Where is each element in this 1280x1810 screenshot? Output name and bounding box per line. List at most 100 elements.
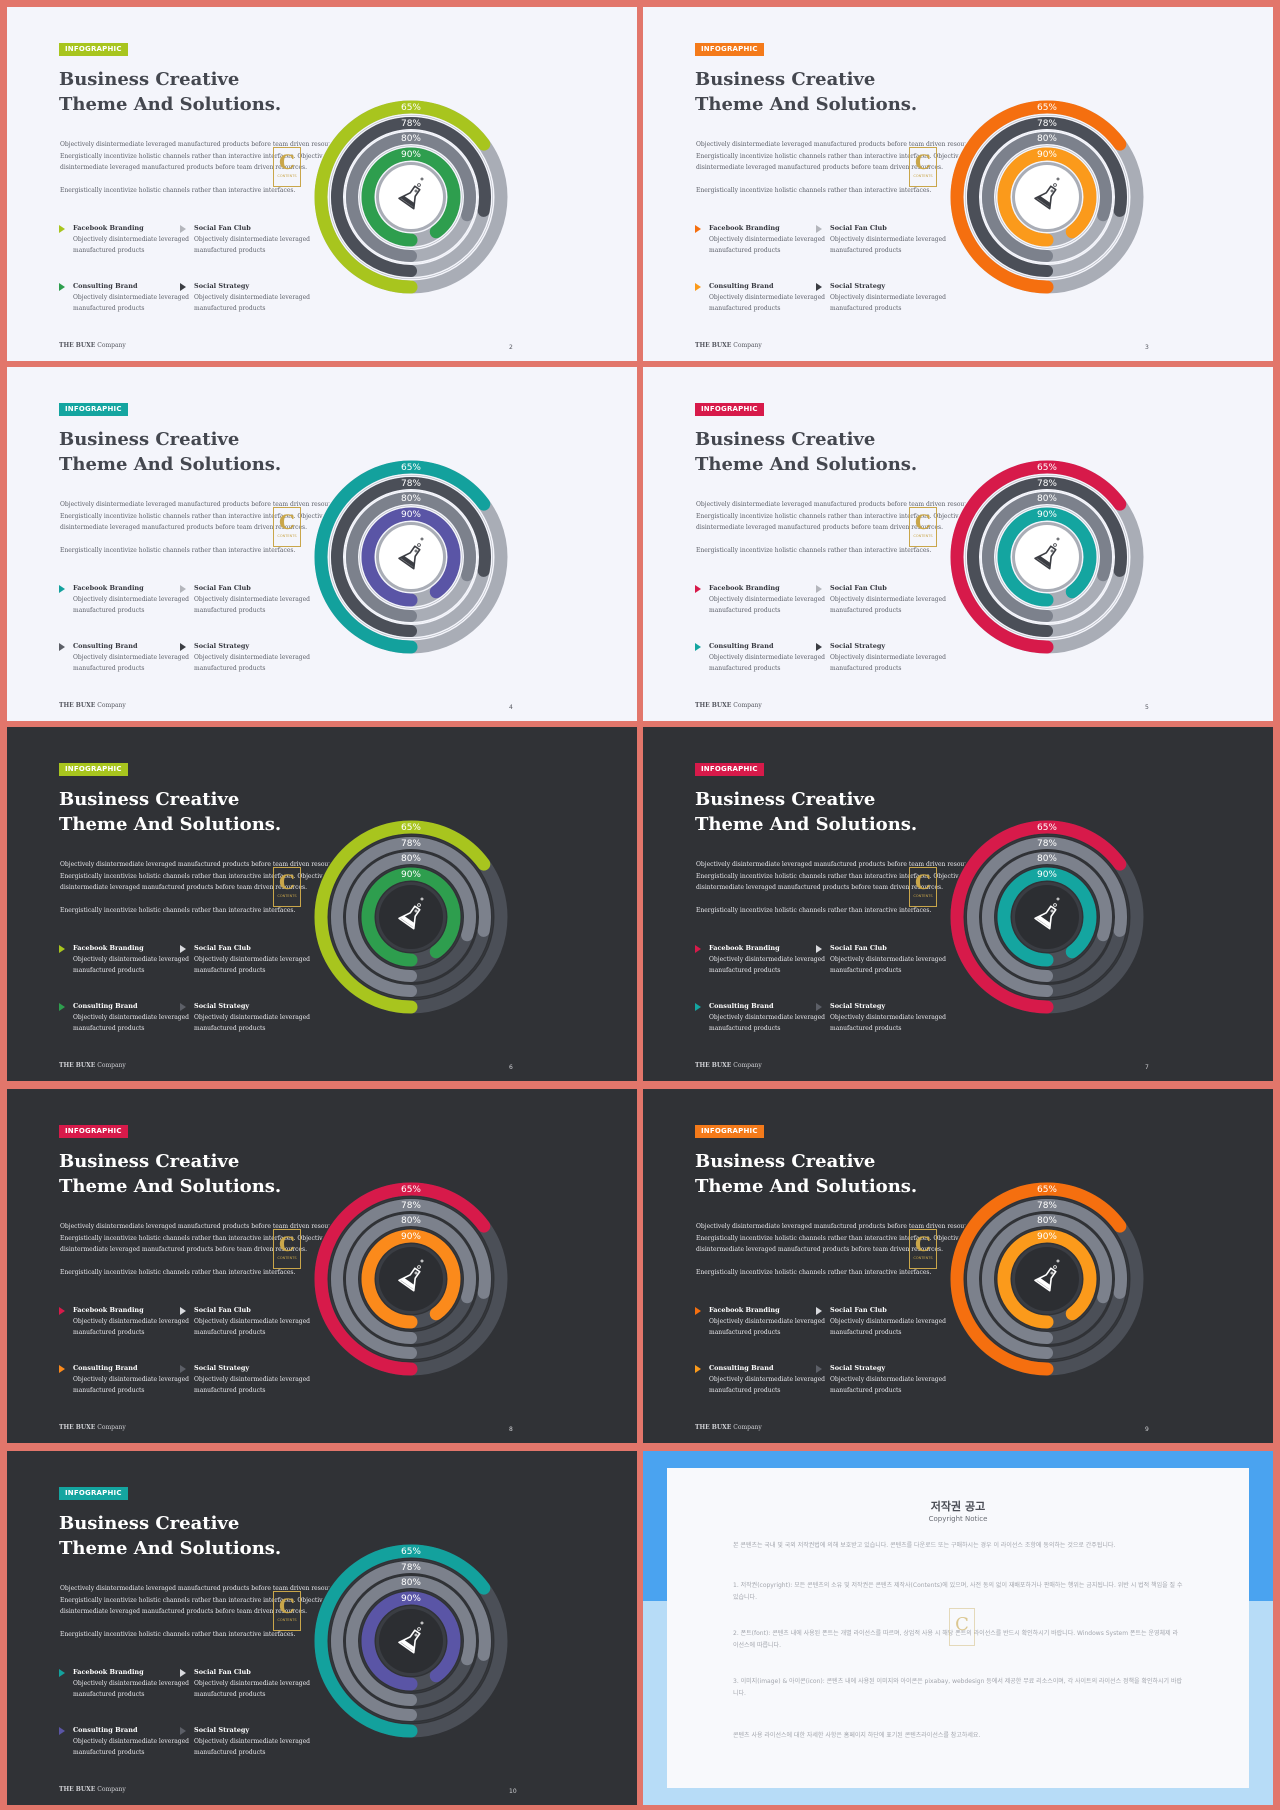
feature-description: Objectively disintermediate leveraged ma… bbox=[709, 955, 825, 976]
slide-3[interactable]: INFOGRAPHIC Business Creative Theme And … bbox=[7, 367, 637, 721]
slide-6[interactable]: INFOGRAPHIC Business Creative Theme And … bbox=[643, 727, 1273, 1081]
play-arrow-icon bbox=[695, 1003, 701, 1011]
ring-arc-65% bbox=[950, 820, 1127, 1014]
feature-title: Consulting Brand bbox=[709, 1364, 774, 1372]
slide-title: Business Creative Theme And Solutions. bbox=[59, 1149, 339, 1199]
title-line-2: Theme And Solutions. bbox=[695, 454, 918, 475]
footer-brand: THE BUXE Company bbox=[695, 1062, 762, 1069]
feature-desc-line: Objectively disintermediate leveraged bbox=[73, 654, 190, 661]
slide-5[interactable]: INFOGRAPHIC Business Creative Theme And … bbox=[7, 727, 637, 1081]
logo-text: CONTENTS bbox=[913, 534, 933, 538]
feature-title: Facebook Branding bbox=[73, 1306, 144, 1314]
body-paragraph-2: Energistically incentivize holistic chan… bbox=[60, 547, 296, 554]
ring-center bbox=[379, 1609, 443, 1673]
infographic-tag: INFOGRAPHIC bbox=[695, 403, 764, 416]
slide-4[interactable]: INFOGRAPHIC Business Creative Theme And … bbox=[643, 367, 1273, 721]
ring-label: 78% bbox=[401, 479, 421, 489]
footer-brand-rest: Company bbox=[95, 1786, 126, 1793]
bubble-icon bbox=[1050, 189, 1054, 193]
feature-desc-line: manufactured products bbox=[194, 1748, 266, 1756]
play-arrow-icon bbox=[59, 225, 65, 233]
feature-description: Objectively disintermediate leveraged ma… bbox=[73, 1375, 189, 1396]
feature-title: Social Strategy bbox=[830, 1364, 886, 1372]
footer-brand: THE BUXE Company bbox=[695, 342, 762, 349]
ring-label: 80% bbox=[401, 134, 421, 144]
para-line: Energistically incentivize holistic chan… bbox=[60, 152, 332, 160]
slide-1[interactable]: INFOGRAPHIC Business Creative Theme And … bbox=[7, 7, 637, 361]
feature-description: Objectively disintermediate leveraged ma… bbox=[73, 1679, 189, 1700]
ring-label: 65% bbox=[1037, 1185, 1057, 1195]
page-number: 9 bbox=[1145, 1426, 1149, 1433]
play-arrow-icon bbox=[816, 643, 822, 651]
feature-desc-line: manufactured products bbox=[709, 304, 781, 312]
slide-7[interactable]: INFOGRAPHIC Business Creative Theme And … bbox=[7, 1089, 637, 1443]
ring-label: 78% bbox=[1037, 1201, 1057, 1211]
ring-arc-90% bbox=[361, 147, 461, 247]
slide-8[interactable]: INFOGRAPHIC Business Creative Theme And … bbox=[643, 1089, 1273, 1443]
ring-arc-80% bbox=[346, 852, 476, 982]
play-arrow-icon bbox=[59, 945, 65, 953]
feature-description: Objectively disintermediate leveraged ma… bbox=[709, 1013, 825, 1034]
notice-title: 저작권 공고 bbox=[930, 1500, 986, 1513]
title-line-1: Business Creative bbox=[695, 69, 876, 90]
title-line-2: Theme And Solutions. bbox=[695, 94, 918, 115]
ring-arc-90% bbox=[361, 867, 461, 967]
para-line: disintermediate leveraged manufactured p… bbox=[60, 1246, 308, 1253]
para-line: Energistically incentivize holistic chan… bbox=[60, 872, 332, 880]
play-arrow-icon bbox=[695, 225, 701, 233]
flask-icon bbox=[1034, 905, 1057, 930]
footer-brand: THE BUXE Company bbox=[59, 702, 126, 709]
footer-brand-bold: THE BUXE bbox=[695, 342, 732, 349]
play-arrow-icon bbox=[59, 1365, 65, 1373]
para-line: disintermediate leveraged manufactured p… bbox=[696, 524, 944, 531]
ring-chart: 65% 78% 80% 90% bbox=[949, 459, 1145, 655]
ring-label: 65% bbox=[1037, 103, 1057, 113]
logo-text: CONTENTS bbox=[277, 174, 297, 178]
play-arrow-icon bbox=[695, 945, 701, 953]
feature-desc-line: manufactured products bbox=[73, 1748, 145, 1756]
ring-label: 78% bbox=[401, 1201, 421, 1211]
feature-desc-line: manufactured products bbox=[194, 1024, 266, 1032]
ring-arc-65% bbox=[314, 100, 491, 294]
notice-sheet: 저작권 공고 Copyright Notice 본 콘텐츠는 국내 및 국외 저… bbox=[667, 1468, 1249, 1788]
ring-center bbox=[1015, 165, 1079, 229]
feature-desc-line: manufactured products bbox=[73, 1386, 145, 1394]
copyright-notice-slide[interactable]: 저작권 공고 Copyright Notice 본 콘텐츠는 국내 및 국외 저… bbox=[643, 1451, 1273, 1805]
feature-desc-line: manufactured products bbox=[73, 1328, 145, 1336]
feature-desc-line: Objectively disintermediate leveraged bbox=[73, 1014, 190, 1021]
logo-text: CONTENTS bbox=[277, 534, 297, 538]
feature-description: Objectively disintermediate leveraged ma… bbox=[194, 653, 310, 674]
play-arrow-icon bbox=[59, 1003, 65, 1011]
body-paragraph-2: Energistically incentivize holistic chan… bbox=[60, 1631, 296, 1638]
body-paragraph-2: Energistically incentivize holistic chan… bbox=[696, 907, 932, 914]
logo-text: CONTENTS bbox=[277, 1618, 297, 1622]
bubble-icon bbox=[417, 183, 421, 187]
feature-desc-line: manufactured products bbox=[830, 1386, 902, 1394]
ring-label: 90% bbox=[1037, 870, 1057, 880]
ring-arc-78% bbox=[331, 117, 491, 277]
footer-brand-rest: Company bbox=[95, 342, 126, 349]
feature-title: Social Strategy bbox=[194, 282, 250, 290]
feature-desc-line: manufactured products bbox=[709, 1024, 781, 1032]
flask-icon bbox=[1034, 185, 1057, 210]
feature-title: Social Strategy bbox=[194, 1726, 250, 1734]
ring-chart: 65% 78% 80% 90% bbox=[313, 99, 509, 295]
ring-chart: 65% 78% 80% 90% bbox=[949, 99, 1145, 295]
play-arrow-icon bbox=[180, 945, 186, 953]
bubble-icon bbox=[420, 897, 424, 901]
para-line: disintermediate leveraged manufactured p… bbox=[696, 164, 944, 171]
page-number: 8 bbox=[509, 1426, 513, 1433]
feature-description: Objectively disintermediate leveraged ma… bbox=[73, 1737, 189, 1758]
feature-desc-line: Objectively disintermediate leveraged bbox=[73, 596, 190, 603]
contents-logo: C CONTENTS bbox=[909, 507, 937, 547]
slide-9[interactable]: INFOGRAPHIC Business Creative Theme And … bbox=[7, 1451, 637, 1805]
ring-label: 78% bbox=[401, 839, 421, 849]
footer-brand: THE BUXE Company bbox=[59, 1062, 126, 1069]
play-arrow-icon bbox=[180, 1365, 186, 1373]
ring-arc-65% bbox=[314, 820, 491, 1014]
bubble-icon bbox=[417, 543, 421, 547]
slide-2[interactable]: INFOGRAPHIC Business Creative Theme And … bbox=[643, 7, 1273, 361]
footer-brand-rest: Company bbox=[95, 1062, 126, 1069]
feature-description: Objectively disintermediate leveraged ma… bbox=[709, 1317, 825, 1338]
body-paragraph-2: Energistically incentivize holistic chan… bbox=[696, 547, 932, 554]
